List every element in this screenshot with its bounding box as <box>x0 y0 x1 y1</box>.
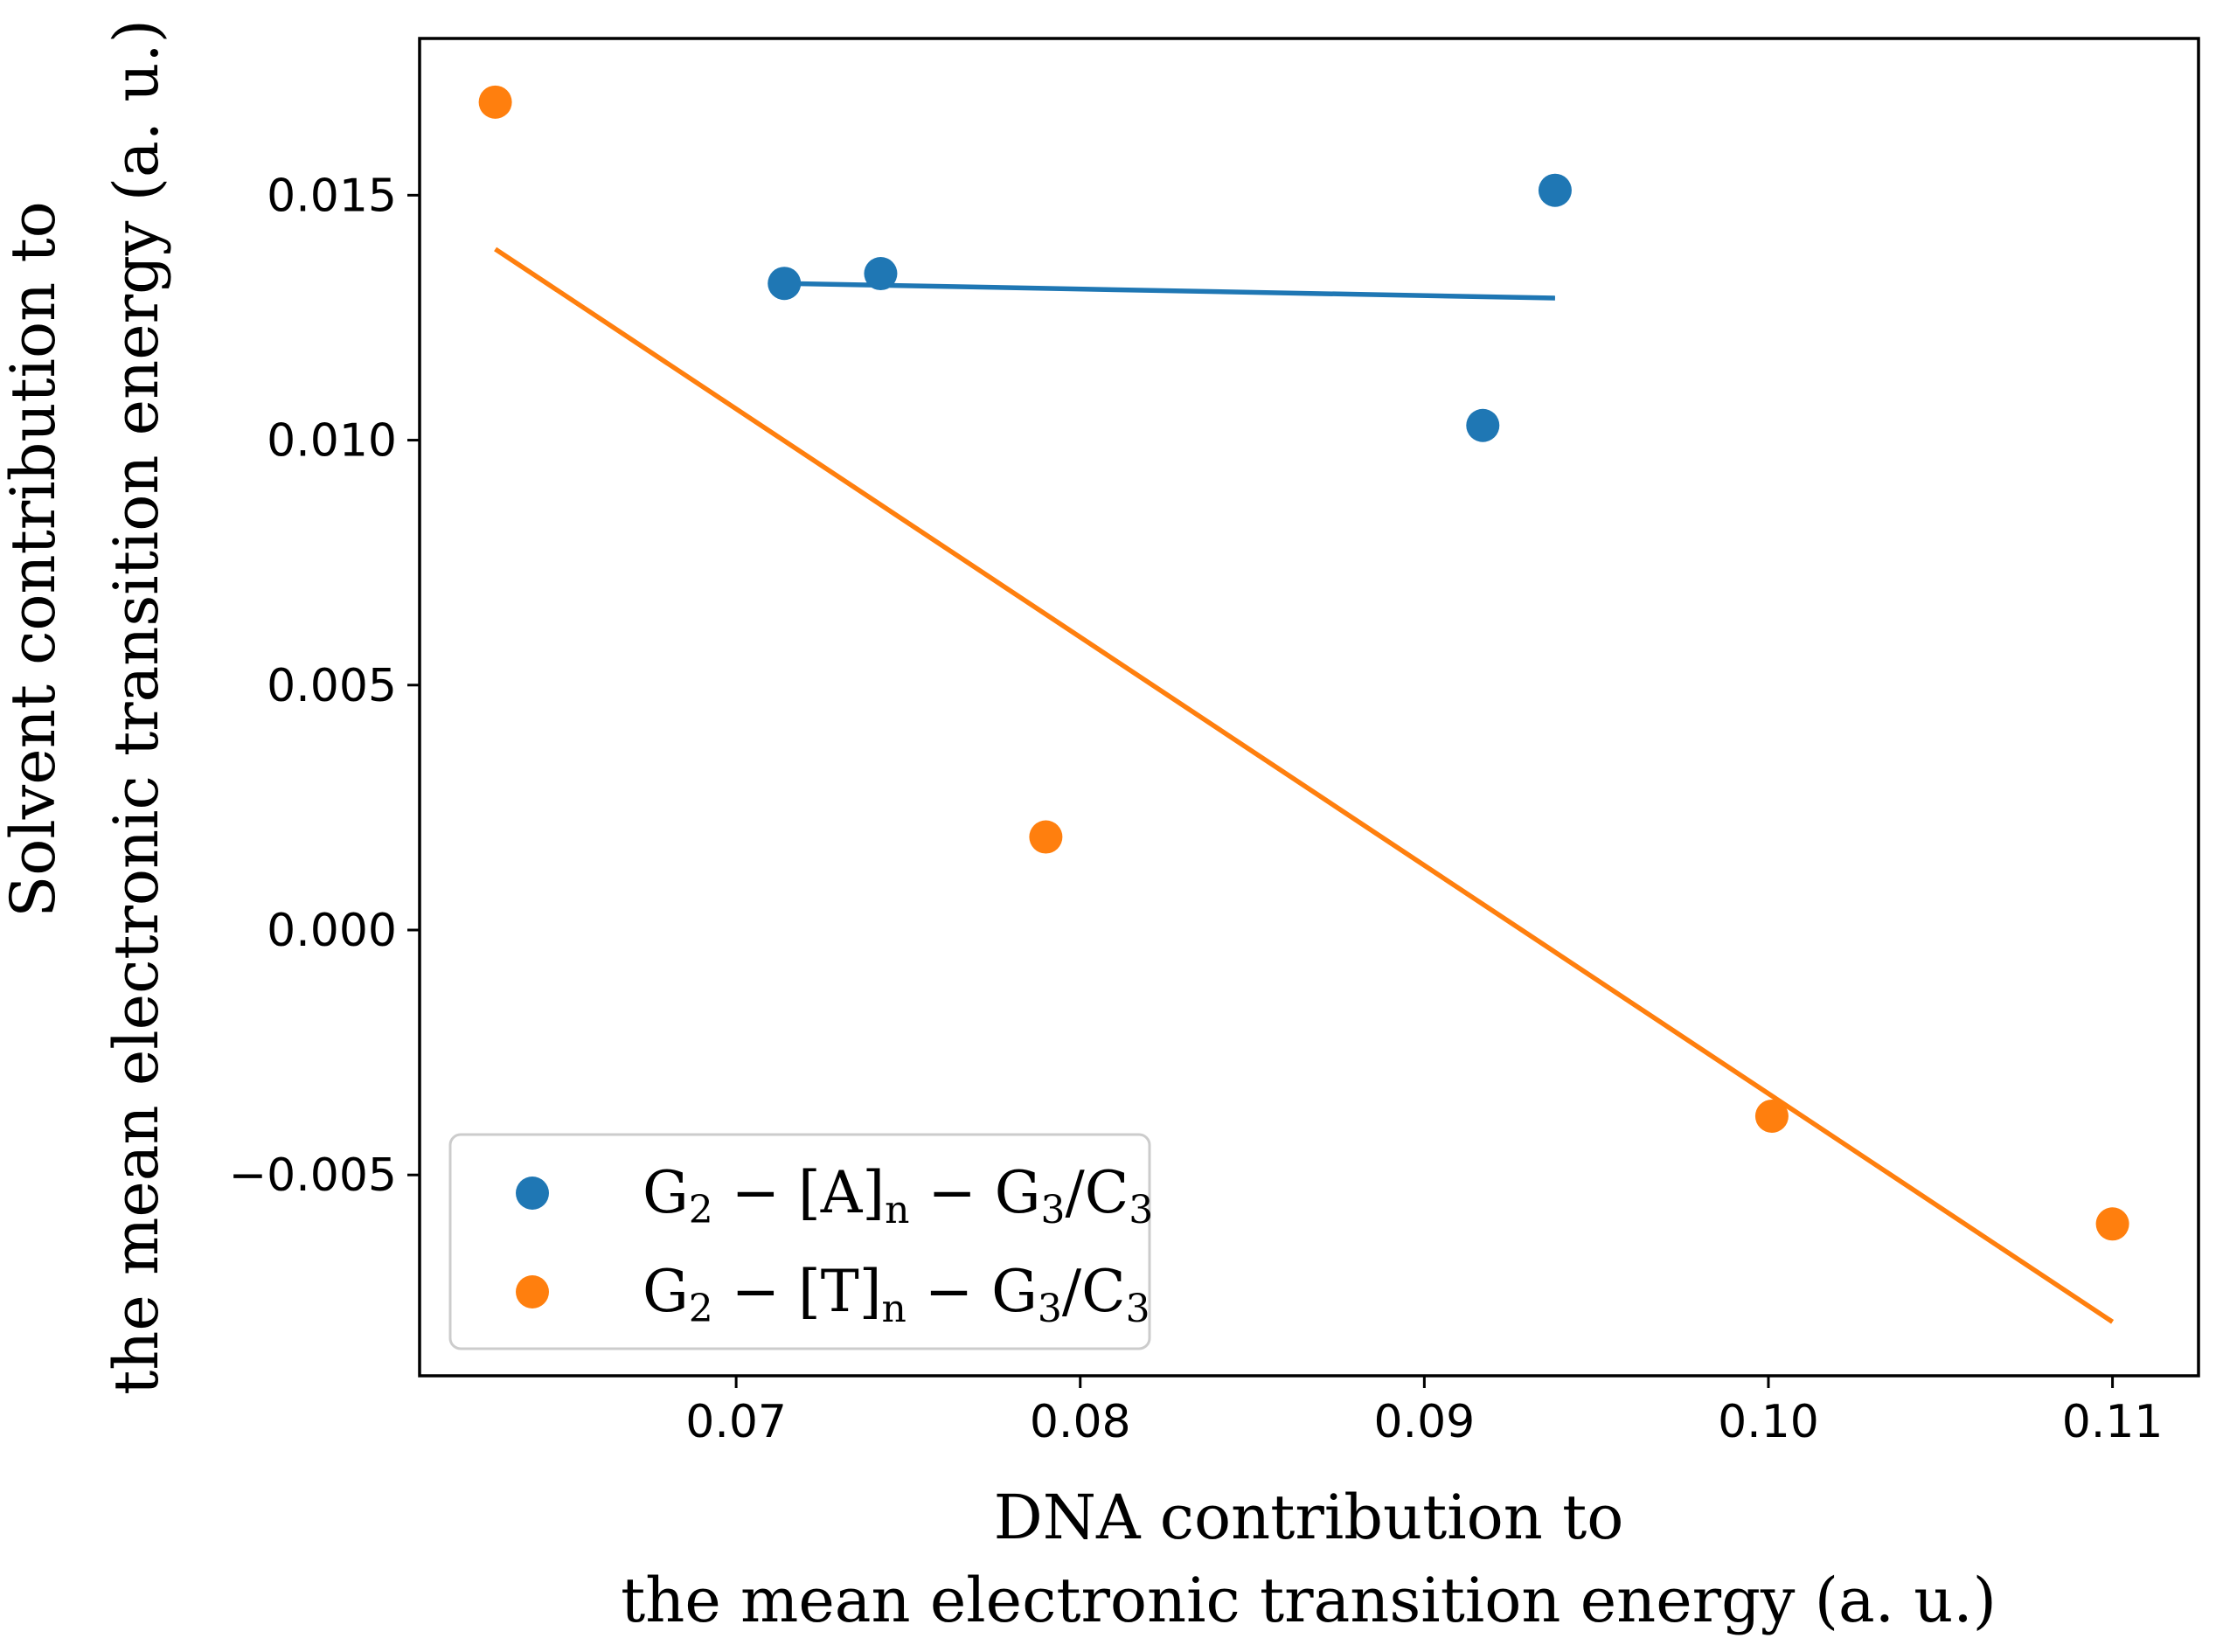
legend-marker-t <box>516 1275 549 1308</box>
fit-line-series-1 <box>494 246 2115 1324</box>
x-axis-title-line-1: DNA contribution to <box>994 1482 1624 1553</box>
y-tick-label: 0.010 <box>267 415 397 468</box>
x-tick-label: 0.09 <box>1373 1396 1475 1448</box>
fit-line-series-0 <box>784 281 1555 301</box>
y-axis-title-line-1: Solvent contribution to <box>0 201 69 918</box>
legend-label-t: G2 − [T]n − G3/C3 <box>643 1258 1150 1331</box>
axes-frame <box>418 37 2200 1378</box>
x-tick-label: 0.11 <box>2062 1396 2164 1448</box>
y-tick-label: −0.005 <box>229 1149 397 1202</box>
legend-box <box>448 1133 1151 1350</box>
data-point-series-1 <box>1754 1099 1789 1133</box>
data-point-series-0 <box>1466 408 1500 442</box>
legend-label-a: G2 − [A]n − G3/C3 <box>643 1159 1153 1232</box>
y-tick-label: 0.015 <box>267 170 397 222</box>
y-axis-title-line-2: the mean electronic transition energy (a… <box>101 19 172 1395</box>
data-point-series-1 <box>2095 1207 2129 1241</box>
data-point-series-1 <box>478 85 512 119</box>
legend-marker-a <box>516 1177 549 1210</box>
y-tick-label: 0.005 <box>267 660 397 712</box>
y-tick-label: 0.000 <box>267 905 397 957</box>
data-point-series-0 <box>1538 173 1572 207</box>
x-tick-label: 0.10 <box>1718 1396 1819 1448</box>
axis-ticks: 0.07 0.08 0.09 0.10 0.11 −0.005 0.000 0.005 0.01… <box>229 170 2164 1448</box>
x-tick-label: 0.08 <box>1030 1396 1131 1448</box>
x-axis-title-line-2: the mean electronic transition energy (a… <box>621 1565 1997 1636</box>
data-point-series-1 <box>1029 820 1063 854</box>
data-point-series-0 <box>864 257 898 291</box>
plot-area <box>478 85 2129 1324</box>
data-point-series-0 <box>768 267 802 301</box>
legend: G2 − [A]n − G3/C3 G2 − [T]n − G3/C3 <box>448 1133 1153 1350</box>
x-tick-label: 0.07 <box>685 1396 787 1448</box>
